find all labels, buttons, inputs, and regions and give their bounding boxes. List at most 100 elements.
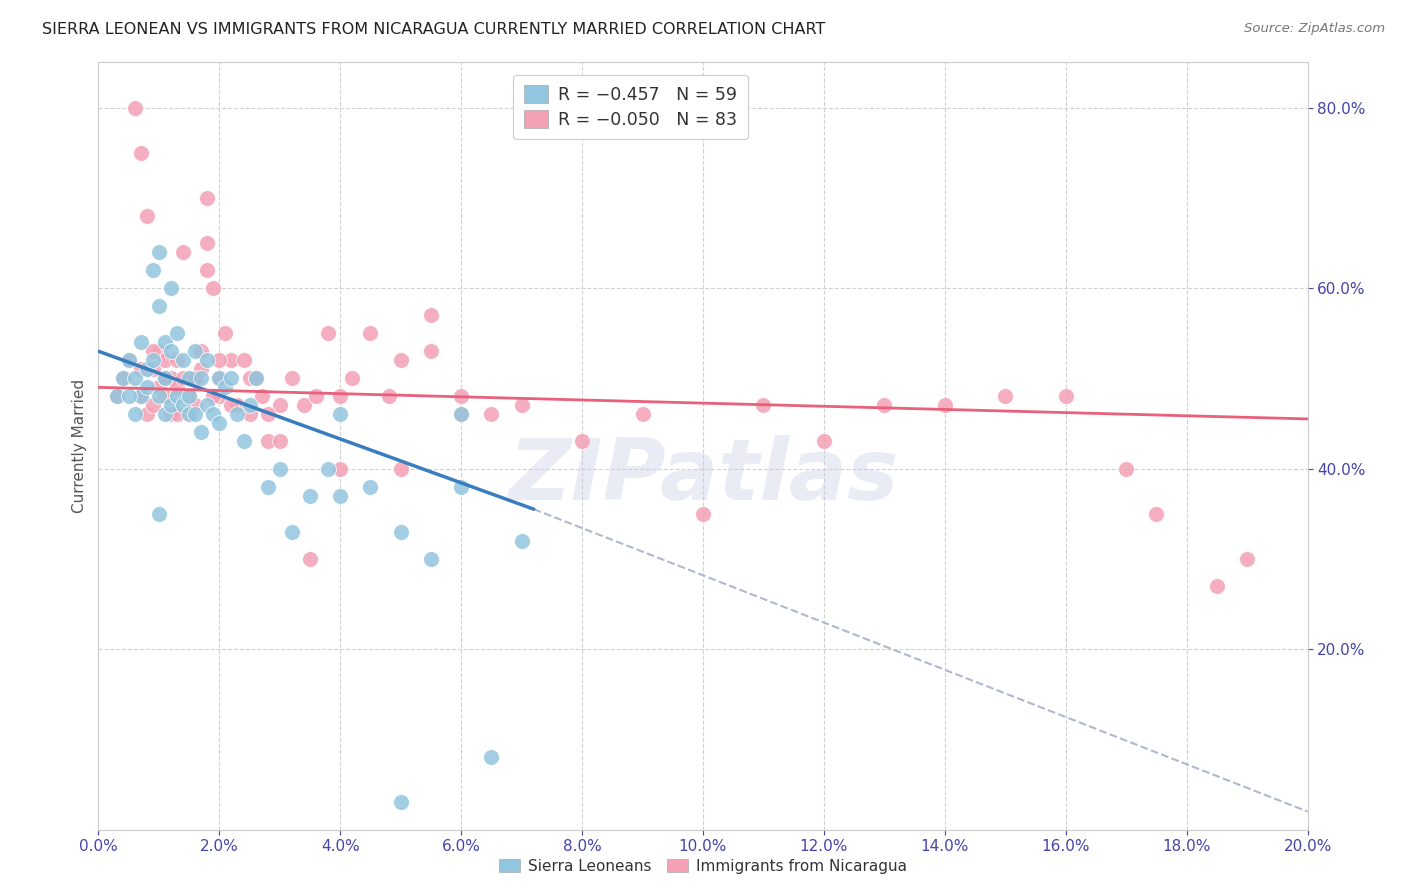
Point — [148, 244, 170, 259]
Point — [360, 326, 382, 341]
Point — [195, 235, 218, 250]
Point — [142, 398, 165, 412]
Point — [281, 371, 304, 385]
Point — [329, 489, 352, 503]
Point — [195, 353, 218, 368]
Point — [148, 380, 170, 394]
Point — [142, 362, 165, 376]
Point — [190, 344, 212, 359]
Point — [195, 191, 218, 205]
Point — [239, 408, 262, 422]
Point — [160, 398, 183, 412]
Point — [118, 353, 141, 368]
Point — [111, 371, 134, 385]
Point — [934, 398, 956, 412]
Point — [329, 408, 352, 422]
Point — [329, 389, 352, 403]
Point — [166, 353, 188, 368]
Point — [208, 371, 231, 385]
Point — [179, 389, 201, 403]
Point — [124, 371, 146, 385]
Point — [316, 461, 339, 475]
Point — [179, 408, 201, 422]
Point — [269, 434, 291, 449]
Point — [481, 750, 503, 764]
Point — [214, 380, 236, 394]
Point — [631, 408, 654, 422]
Point — [148, 507, 170, 521]
Point — [153, 335, 176, 350]
Point — [281, 524, 304, 539]
Point — [153, 408, 176, 422]
Point — [202, 281, 225, 295]
Point — [184, 371, 207, 385]
Point — [1144, 507, 1167, 521]
Point — [160, 371, 183, 385]
Point — [124, 408, 146, 422]
Text: SIERRA LEONEAN VS IMMIGRANTS FROM NICARAGUA CURRENTLY MARRIED CORRELATION CHART: SIERRA LEONEAN VS IMMIGRANTS FROM NICARA… — [42, 22, 825, 37]
Point — [190, 362, 212, 376]
Point — [135, 209, 157, 223]
Point — [179, 408, 201, 422]
Point — [179, 371, 201, 385]
Point — [450, 408, 472, 422]
Point — [250, 389, 273, 403]
Point — [299, 551, 322, 566]
Point — [172, 371, 194, 385]
Point — [342, 371, 364, 385]
Point — [208, 371, 231, 385]
Point — [118, 353, 141, 368]
Point — [692, 507, 714, 521]
Point — [160, 281, 183, 295]
Point — [256, 434, 278, 449]
Point — [153, 353, 176, 368]
Point — [166, 408, 188, 422]
Point — [450, 480, 472, 494]
Text: Source: ZipAtlas.com: Source: ZipAtlas.com — [1244, 22, 1385, 36]
Point — [226, 398, 249, 412]
Point — [184, 408, 207, 422]
Point — [208, 417, 231, 431]
Point — [184, 371, 207, 385]
Point — [208, 389, 231, 403]
Point — [813, 434, 835, 449]
Point — [172, 398, 194, 412]
Point — [105, 389, 128, 403]
Point — [135, 380, 157, 394]
Point — [135, 362, 157, 376]
Point — [172, 353, 194, 368]
Point — [256, 480, 278, 494]
Point — [221, 353, 243, 368]
Point — [245, 371, 267, 385]
Point — [124, 101, 146, 115]
Point — [129, 145, 152, 160]
Point — [135, 408, 157, 422]
Point — [153, 371, 176, 385]
Point — [420, 344, 443, 359]
Point — [195, 263, 218, 277]
Point — [994, 389, 1017, 403]
Point — [148, 299, 170, 313]
Point — [269, 398, 291, 412]
Point — [571, 434, 593, 449]
Point — [232, 434, 254, 449]
Point — [420, 551, 443, 566]
Point — [389, 796, 412, 810]
Point — [232, 353, 254, 368]
Point — [389, 461, 412, 475]
Point — [153, 389, 176, 403]
Point — [166, 389, 188, 403]
Point — [111, 371, 134, 385]
Point — [256, 408, 278, 422]
Point — [420, 308, 443, 322]
Point — [360, 480, 382, 494]
Point — [329, 461, 352, 475]
Point — [142, 353, 165, 368]
Text: ZIPatlas: ZIPatlas — [508, 435, 898, 518]
Point — [142, 263, 165, 277]
Point — [142, 344, 165, 359]
Point — [299, 489, 322, 503]
Point — [190, 425, 212, 440]
Point — [214, 326, 236, 341]
Point — [221, 398, 243, 412]
